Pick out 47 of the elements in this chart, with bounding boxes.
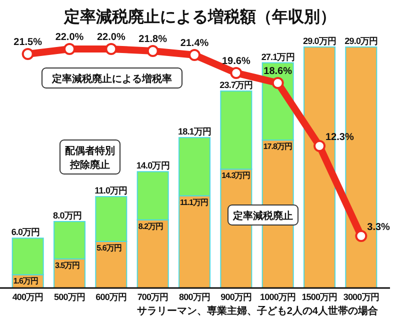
data-label: 8.2万円 xyxy=(138,222,164,231)
data-label: 14.3万円 xyxy=(222,171,251,180)
x-tick-label: 400万円 xyxy=(12,292,44,302)
x-tick-label: 900万円 xyxy=(220,292,252,302)
point xyxy=(230,67,242,79)
data-label: 22.0% xyxy=(96,32,126,43)
total-label: 11.0万円 xyxy=(94,186,128,196)
total-label: 29.0万円 xyxy=(344,36,378,46)
data-label: 5.6万円 xyxy=(96,243,122,252)
total-label: 18.1万円 xyxy=(178,126,212,137)
data-label: 19.6% xyxy=(222,56,250,67)
x-tick-label: 800万円 xyxy=(178,292,210,302)
x-tick-label: 600万円 xyxy=(96,292,128,302)
point xyxy=(188,49,200,61)
x-tick-label: 500万円 xyxy=(54,292,86,302)
x-tick-label: 700万円 xyxy=(137,292,169,302)
name-box: 定率減税廃止 xyxy=(228,204,298,226)
data-label: 21.5% xyxy=(14,37,42,48)
data-label: 21.4% xyxy=(180,38,209,49)
total-label: 8.0万円 xyxy=(53,210,82,221)
data-label: 18.6% xyxy=(264,66,292,77)
name-box: 定率減税廃止による増税率 xyxy=(42,68,182,88)
point xyxy=(64,43,76,55)
point xyxy=(22,48,34,60)
text: サラリーマン、専業主婦、子ども2人の4人世帯の場合 xyxy=(136,305,379,317)
point xyxy=(105,43,118,55)
total-label: 23.7万円 xyxy=(220,80,254,90)
series-label: 定率減税廃止 xyxy=(232,210,293,222)
chart-title: 定率減税廃止による増税額（年収別） xyxy=(63,7,336,26)
total-label: 6.0万円 xyxy=(11,227,40,238)
point xyxy=(314,140,326,152)
point xyxy=(146,45,159,57)
data-label: 22.0% xyxy=(55,32,84,43)
total-label: 29.0万円 xyxy=(303,36,337,46)
data-label: 3.5万円 xyxy=(55,260,80,270)
data-label: 17.8万円 xyxy=(263,142,292,152)
data-label: 1.6万円 xyxy=(13,276,38,286)
total-label: 14.0万円 xyxy=(136,160,170,171)
x-tick-label: 1000万円 xyxy=(260,292,296,302)
data-label: 21.8% xyxy=(138,34,168,45)
point xyxy=(272,77,284,89)
x-tick-label: 3000万円 xyxy=(343,292,380,302)
point xyxy=(355,230,368,242)
total-label: 27.1万円 xyxy=(261,52,295,62)
x-tick-label: 1500万円 xyxy=(302,292,338,302)
name-box: 配偶者特別控除廃止 xyxy=(60,140,120,174)
data-label: 11.1万円 xyxy=(180,198,209,207)
